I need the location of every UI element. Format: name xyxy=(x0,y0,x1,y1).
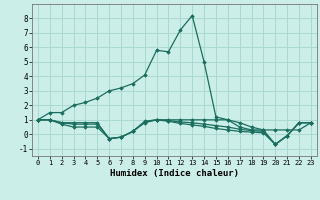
X-axis label: Humidex (Indice chaleur): Humidex (Indice chaleur) xyxy=(110,169,239,178)
